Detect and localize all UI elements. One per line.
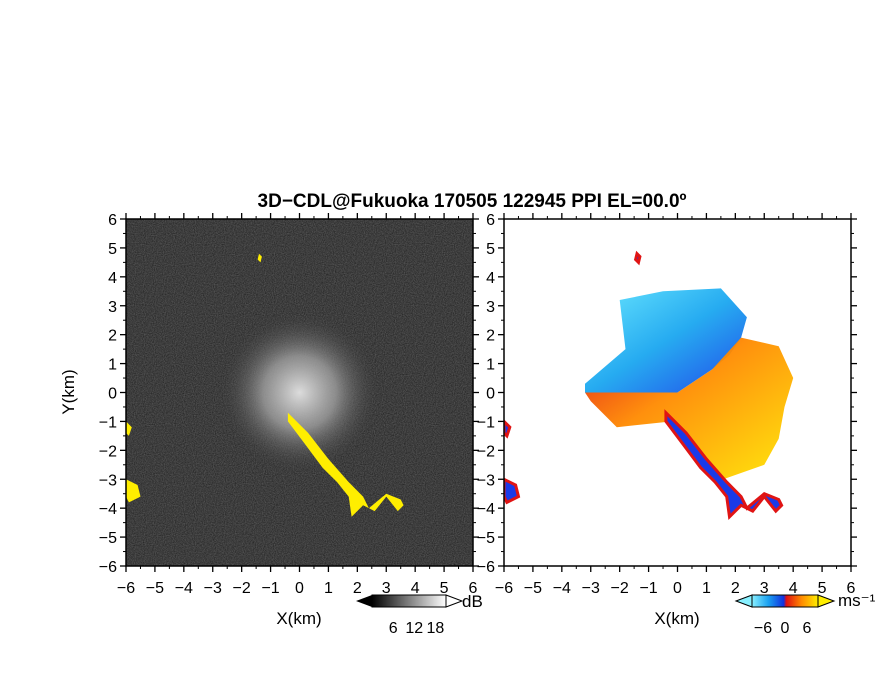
y-tick-label: 5	[486, 241, 495, 258]
x-tick-label: 1	[702, 580, 711, 597]
velocity-edge-region	[504, 477, 521, 505]
y-tick-label: −4	[477, 501, 495, 518]
y-tick-label: −6	[99, 559, 117, 576]
x-tick-label: 5	[440, 580, 449, 597]
reflectivity-frame	[125, 218, 474, 567]
y-tick-label: 2	[108, 328, 117, 345]
velocity-edge-region	[664, 409, 784, 520]
x-tick-label: 2	[731, 580, 740, 597]
x-tick-label: −6	[495, 580, 513, 597]
x-axis-label: X(km)	[276, 609, 321, 628]
y-axis-label: Y(km)	[59, 369, 78, 414]
y-tick-label: 0	[108, 386, 117, 403]
y-tick-label: −5	[99, 530, 117, 547]
reflectivity-axes: −6 −5 −4 −3 −2 −1 0 1 2 3 4 5 6 −6 −5 −4 −3 −2 −1 0 1 2 3 4 5 6	[99, 212, 479, 597]
y-tick-label: 3	[486, 299, 495, 316]
velocity-panel: −6 −5 −4 −3 −2 −1 0 1 2 3 4 5 6 −6 −5 −4 −3 −2 −1 0 1 2 3 4 5 6 X…	[477, 212, 876, 637]
x-tick-label: 5	[818, 580, 827, 597]
x-axis-label: X(km)	[654, 609, 699, 628]
echo-fan	[218, 311, 381, 474]
y-tick-label: −6	[477, 559, 495, 576]
y-tick-label: −4	[99, 501, 117, 518]
y-tick-label: 0	[486, 386, 495, 403]
velocity-edge-region	[633, 250, 642, 266]
colorbar-low-arrow	[356, 595, 372, 607]
y-tick-label: −2	[477, 443, 495, 460]
velocity-frame	[503, 218, 852, 567]
positive-velocity-region	[585, 337, 794, 483]
x-tick-label: −3	[582, 580, 600, 597]
highlight-region	[126, 421, 132, 436]
x-tick-label: 4	[411, 580, 420, 597]
reflectivity-colorbar: dB 6 12 18	[356, 592, 483, 637]
y-tick-label: 6	[486, 212, 495, 229]
y-tick-label: 1	[108, 357, 117, 374]
y-tick-label: 6	[108, 212, 117, 229]
colorbar-tick-label: 6	[803, 620, 812, 637]
y-tick-label: 1	[486, 357, 495, 374]
colorbar-unit: dB	[462, 592, 483, 611]
y-tick-label: −3	[477, 472, 495, 489]
y-tick-label: −3	[99, 472, 117, 489]
y-tick-label: −5	[477, 530, 495, 547]
highlight-region	[257, 253, 262, 263]
x-tick-label: 3	[760, 580, 769, 597]
x-tick-label: 0	[673, 580, 682, 597]
x-tick-label: −1	[639, 580, 657, 597]
y-tick-label: −1	[99, 414, 117, 431]
y-tick-label: −2	[99, 443, 117, 460]
x-tick-label: 1	[324, 580, 333, 597]
x-tick-label: −2	[611, 580, 629, 597]
negative-velocity-region	[585, 288, 747, 393]
velocity-axes: −6 −5 −4 −3 −2 −1 0 1 2 3 4 5 6 −6 −5 −4 −3 −2 −1 0 1 2 3 4 5 6	[477, 212, 857, 597]
x-tick-label: −5	[524, 580, 542, 597]
colorbar-tick-label: 6	[389, 620, 398, 637]
x-tick-label: 2	[353, 580, 362, 597]
colorbar-high-arrow	[445, 594, 464, 608]
x-tick-label: −4	[175, 580, 193, 597]
x-tick-label: 3	[382, 580, 391, 597]
x-tick-label: −5	[146, 580, 164, 597]
x-tick-label: 4	[789, 580, 798, 597]
x-tick-label: 6	[469, 580, 478, 597]
highlight-region	[126, 479, 141, 503]
x-tick-label: 6	[847, 580, 856, 597]
velocity-edge-regions	[504, 250, 784, 520]
colorbar-high-arrow	[817, 594, 836, 608]
x-tick-label: 0	[295, 580, 304, 597]
x-tick-label: −6	[117, 580, 135, 597]
y-tick-label: 4	[486, 270, 495, 287]
colorbar-gray	[371, 594, 447, 608]
velocity-edge-region	[504, 419, 512, 439]
y-tick-label: 5	[108, 241, 117, 258]
colorbar-tick-label: −6	[754, 620, 772, 637]
x-tick-label: −1	[261, 580, 279, 597]
velocity-colorbar: ms⁻¹ −6 0 6	[734, 591, 876, 637]
highlight-regions	[126, 253, 404, 517]
y-tick-label: 2	[486, 328, 495, 345]
colorbar-tick-label: 0	[781, 620, 790, 637]
x-tick-label: −4	[553, 580, 571, 597]
colorbar-tick-label: 12	[405, 620, 423, 637]
y-tick-label: 4	[108, 270, 117, 287]
x-tick-label: −2	[233, 580, 251, 597]
colorbar-tick-label: 18	[427, 620, 445, 637]
colorbar-velocity	[751, 594, 819, 608]
x-tick-label: −3	[204, 580, 222, 597]
colorbar-unit: ms⁻¹	[838, 591, 876, 610]
y-tick-label: −1	[477, 414, 495, 431]
figure-title: 3D−CDL@Fukuoka 170505 122945 PPI EL=00.0…	[258, 191, 687, 212]
y-tick-label: 3	[108, 299, 117, 316]
